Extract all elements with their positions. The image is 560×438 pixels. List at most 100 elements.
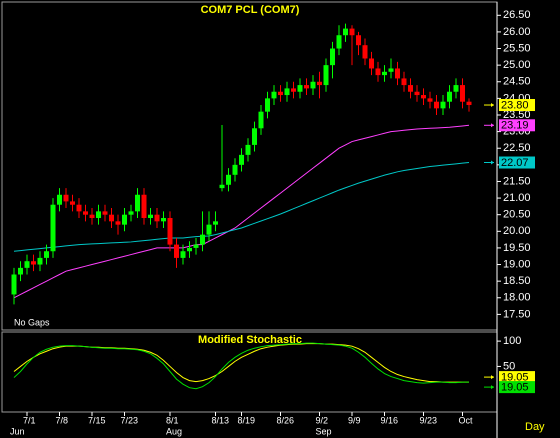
candle-body — [115, 221, 121, 225]
price-panel — [1, 1, 498, 331]
candle-body — [258, 111, 264, 129]
candle-body — [362, 45, 368, 59]
panel-title: Modified Stochastic — [198, 334, 302, 346]
chart-title: COM7 PCL (COM7) — [201, 4, 300, 16]
y-tick-label: 25.00 — [503, 59, 531, 71]
end-arrow-head — [491, 123, 494, 128]
x-tick-label: 9/2 — [316, 415, 329, 425]
candle-body — [343, 28, 348, 36]
end-label-box — [499, 119, 535, 132]
y-tick-label: 19.00 — [503, 258, 531, 270]
candle-body — [50, 204, 56, 252]
candle-body — [141, 194, 147, 219]
candle-body — [89, 214, 95, 219]
candle-body — [265, 98, 270, 112]
x-tick-label: 8/19 — [238, 415, 256, 425]
candle-body — [63, 194, 69, 202]
candle-body — [37, 257, 43, 265]
x-tick-label: 9/23 — [420, 415, 438, 425]
candle-body — [193, 244, 199, 248]
candle-body — [395, 68, 400, 79]
x-tick-label: 8/13 — [212, 415, 230, 425]
candle-body — [304, 85, 309, 89]
candle-body — [369, 58, 374, 69]
stochastic-line — [13, 342, 470, 390]
candle-body — [11, 274, 17, 295]
candle-body — [180, 251, 186, 258]
candle-body — [219, 184, 225, 189]
x-tick-label: 8/26 — [277, 415, 295, 425]
x-tick-label: 9/9 — [348, 415, 361, 425]
moving-average — [13, 162, 470, 252]
candle-body — [310, 81, 316, 89]
candle-body — [200, 234, 205, 245]
candle-body — [148, 214, 153, 219]
candle-body — [382, 71, 387, 76]
end-label-box — [499, 99, 535, 112]
candle-body — [24, 261, 30, 268]
y-tick-label: 20.50 — [503, 209, 531, 221]
x-tick-label: 7/8 — [56, 415, 69, 425]
candle-body — [57, 194, 62, 205]
x-tick-label: 7/15 — [88, 415, 106, 425]
y-tick-label: 23.50 — [503, 109, 531, 121]
x-axis-label: Day — [525, 421, 545, 433]
x-tick-label: 7/23 — [121, 415, 139, 425]
candle-body — [466, 101, 472, 106]
candle-body — [44, 251, 49, 258]
candle-body — [18, 267, 23, 275]
candle-body — [453, 85, 459, 92]
end-label-box — [499, 371, 535, 384]
candle-body — [356, 35, 361, 46]
candle-body — [161, 218, 166, 222]
end-arrow-head — [491, 375, 494, 380]
candle-body — [206, 224, 212, 235]
end-label: 19.05 — [501, 372, 529, 384]
candle-body — [226, 174, 231, 185]
candle-body — [187, 247, 192, 252]
candle-body — [330, 48, 335, 66]
y-tick-label: 25.50 — [503, 42, 531, 54]
month-label: Sep — [316, 426, 332, 436]
candle-body — [278, 91, 283, 96]
end-label: 22.07 — [501, 157, 529, 169]
candle-body — [349, 28, 355, 36]
moving-average — [13, 124, 470, 299]
end-label-box — [499, 381, 535, 394]
x-tick-label: Oct — [459, 415, 474, 425]
candle-body — [135, 194, 140, 212]
candle-body — [284, 88, 290, 96]
annotation: No Gaps — [14, 317, 50, 327]
y-tick-label: 21.50 — [503, 175, 531, 187]
candle-body — [109, 214, 114, 222]
candle-body — [427, 98, 433, 102]
x-tick-label: 7/1 — [23, 415, 36, 425]
end-arrow-head — [491, 160, 494, 165]
y-tick-label: 18.00 — [503, 292, 531, 304]
candle-body — [102, 211, 108, 215]
candle-body — [128, 211, 134, 215]
candle-body — [70, 201, 75, 205]
y-tick-label: 17.50 — [503, 308, 531, 320]
candle-body — [401, 78, 407, 86]
x-tick-label: 9/16 — [381, 415, 399, 425]
y-tick-label: 20.00 — [503, 225, 531, 237]
candle-body — [252, 128, 257, 145]
candle-body — [336, 35, 342, 49]
candle-body — [213, 221, 218, 225]
candle-body — [414, 91, 420, 96]
candle-body — [245, 144, 251, 155]
candle-body — [447, 91, 452, 102]
y-tick-label: 22.50 — [503, 142, 531, 154]
candle-body — [434, 101, 439, 109]
candle-body — [291, 88, 296, 92]
candle-body — [167, 218, 173, 245]
candle-body — [239, 154, 244, 165]
candle-body — [460, 85, 465, 102]
y-tick-label: 26.00 — [503, 26, 531, 38]
y-tick-label: 100 — [503, 335, 521, 347]
candle-body — [271, 91, 277, 99]
candle-body — [122, 214, 127, 225]
candle-body — [174, 244, 179, 258]
